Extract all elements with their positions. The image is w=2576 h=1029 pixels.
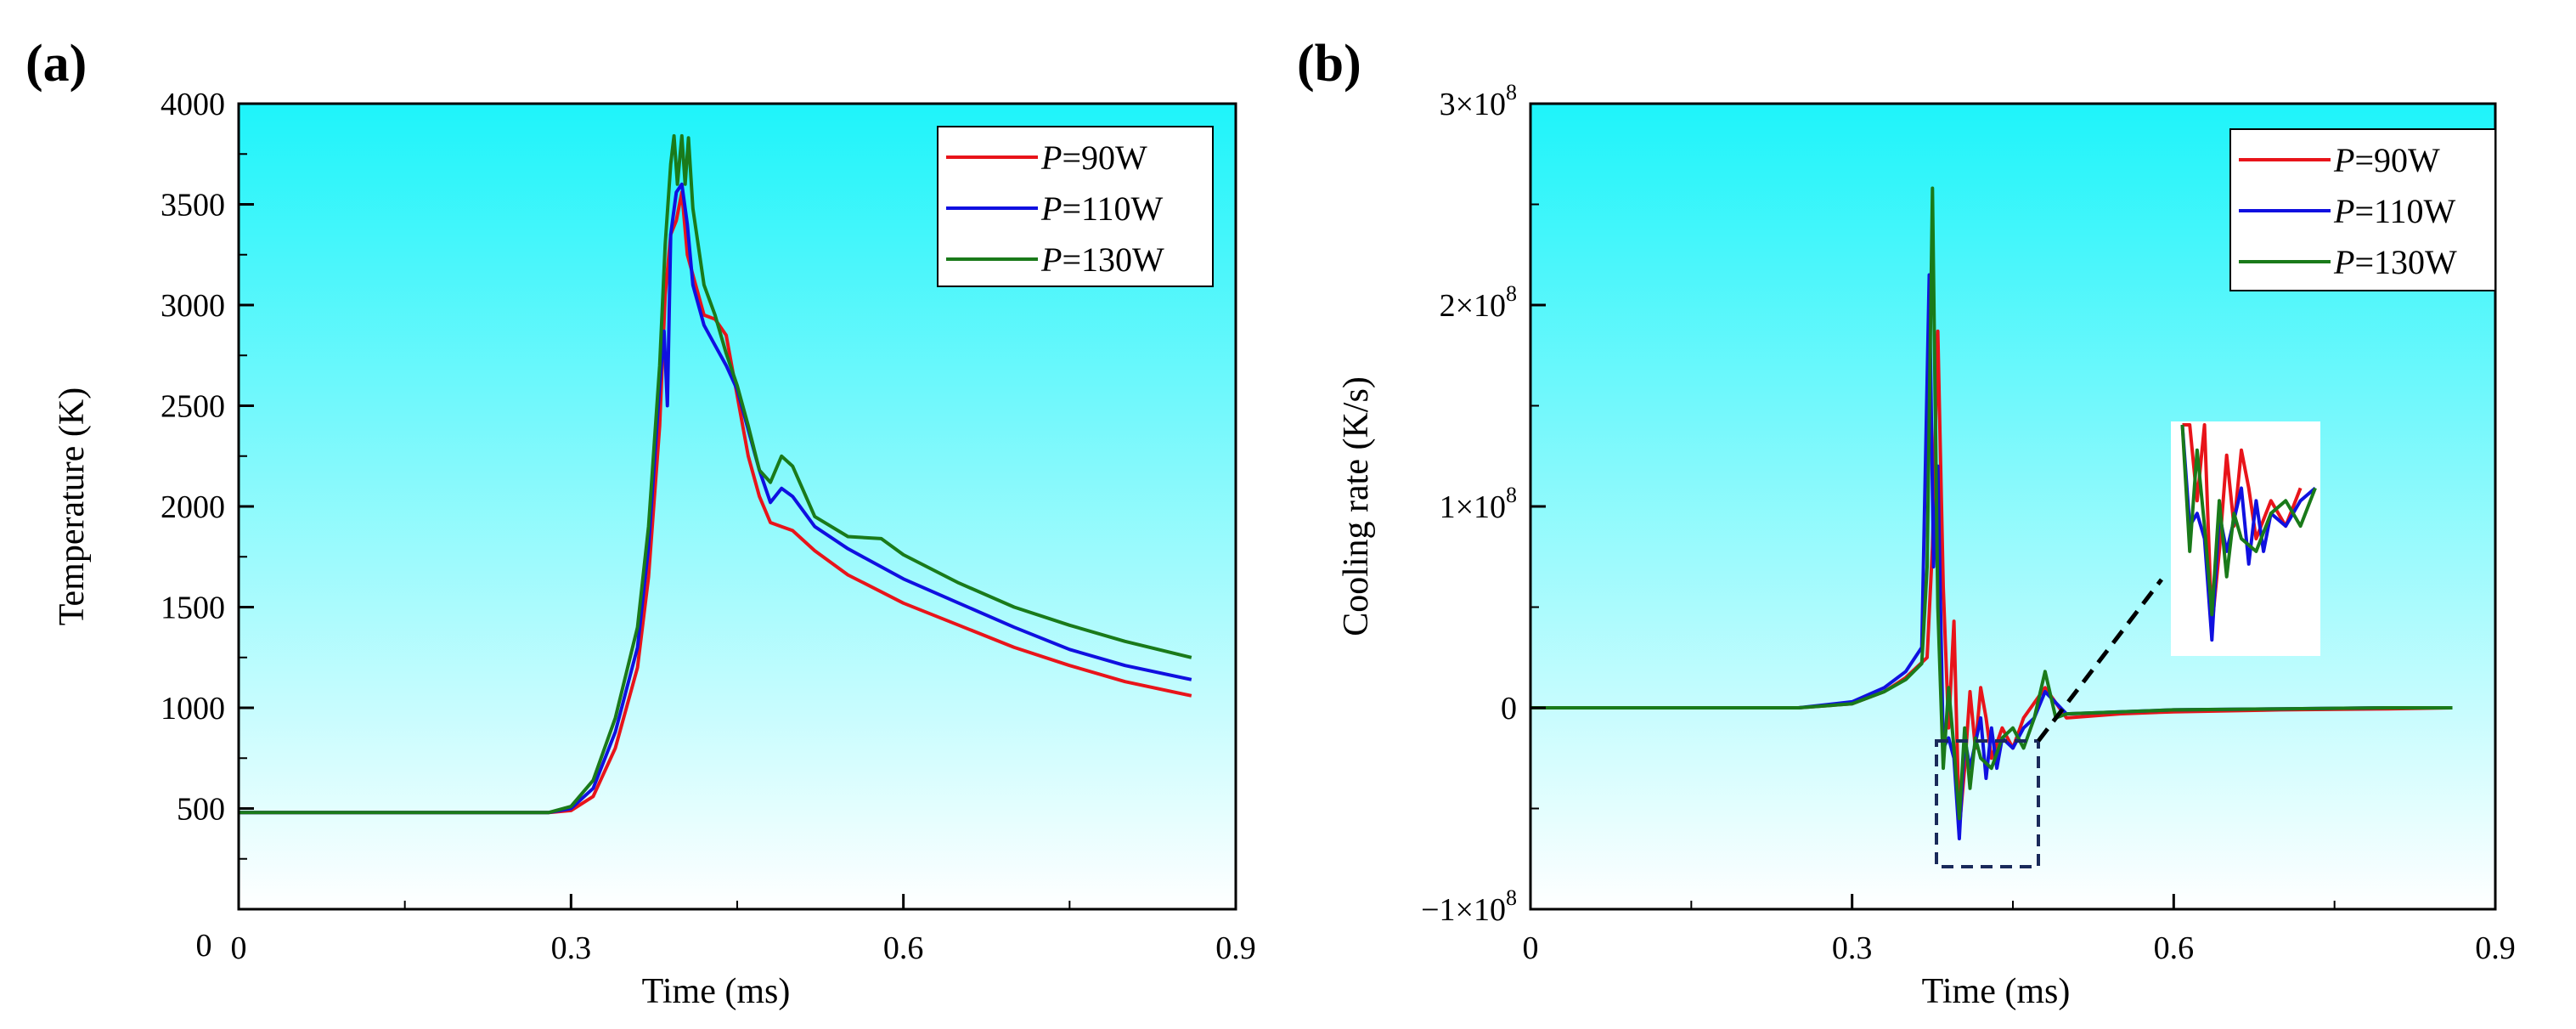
y-tick-label-b-2: 1×108	[1440, 483, 1517, 525]
x-axis-title-b: Time (ms)	[1922, 972, 2071, 1011]
legend-label-b-1: P=110W	[2333, 192, 2456, 230]
series-line-a-2	[239, 133, 1192, 815]
panel-label-b: (b)	[1297, 35, 1361, 93]
ticks-group-a: 0 0.3 0.6 0.9 500 1000 1500 2000 2500 3000 3500 400…	[161, 87, 1256, 966]
zoom-box	[1935, 739, 2040, 868]
legend-a: P=90W P=110W P=130W	[937, 126, 1214, 287]
x-tick-label-a-2: 0.6	[883, 930, 924, 966]
panel-label-a: (a)	[25, 35, 87, 93]
panel-a-temperature-chart: (a) 0 0.3 0.6 0.9 500 1000 1500 2000 2500 3000 350…	[25, 35, 1256, 1011]
y-tick-label-a-4: 2500	[161, 389, 225, 425]
y-tick-label-a-7: 4000	[161, 87, 225, 122]
y-tick-label-a-1: 1000	[161, 691, 225, 727]
y-tick-label-b-4: 3×108	[1440, 80, 1517, 122]
y-tick-label-a-5: 3000	[161, 288, 225, 324]
legend-label-a-0: P=90W	[1040, 139, 1147, 177]
y-tick-label-a-2: 1500	[161, 591, 225, 626]
y-axis-title-a: Temperature (K)	[53, 387, 92, 625]
y-tick-label-a-0: 500	[177, 792, 225, 828]
x-axis-title-a: Time (ms)	[642, 972, 791, 1011]
inset-series-line-2	[2180, 424, 2317, 617]
y-tick-label-b-1: 0	[1501, 691, 1517, 727]
zoom-arrow-line	[2037, 578, 2163, 743]
legend-label-a-2: P=130W	[1040, 240, 1164, 279]
legend-label-a-1: P=110W	[1040, 189, 1164, 228]
inset-series-line-1	[2180, 424, 2317, 642]
series-line-a-1	[239, 182, 1192, 815]
x-tick-label-b-2: 0.6	[2154, 930, 2195, 966]
x-tick-label-b-0: 0	[1523, 930, 1539, 966]
inset-series-line-0	[2182, 423, 2303, 630]
y-tick-label-b-0: −1×108	[1421, 885, 1517, 928]
y-tick-label-a-6: 3500	[161, 188, 225, 223]
x-origin-label-a: 0	[196, 928, 212, 964]
x-tick-label-a-3: 0.9	[1215, 930, 1256, 966]
x-tick-label-a-1: 0.3	[551, 930, 592, 966]
legend-b: P=90W P=110W P=130W	[2229, 128, 2496, 291]
y-tick-label-b-3: 2×108	[1440, 281, 1517, 324]
legend-label-b-0: P=90W	[2333, 141, 2440, 179]
x-tick-label-b-1: 0.3	[1832, 930, 1873, 966]
x-tick-label-b-3: 0.9	[2475, 930, 2516, 966]
series-group-b	[1530, 186, 2453, 840]
series-line-b-2	[1530, 186, 2453, 821]
x-tick-label-a-0: 0	[231, 930, 247, 966]
y-axis-title-b: Cooling rate (K/s)	[1337, 376, 1376, 636]
inset-series-group	[2180, 423, 2317, 642]
series-group-a	[239, 133, 1192, 815]
legend-label-b-2: P=130W	[2333, 243, 2457, 281]
y-tick-label-a-3: 2000	[161, 489, 225, 525]
